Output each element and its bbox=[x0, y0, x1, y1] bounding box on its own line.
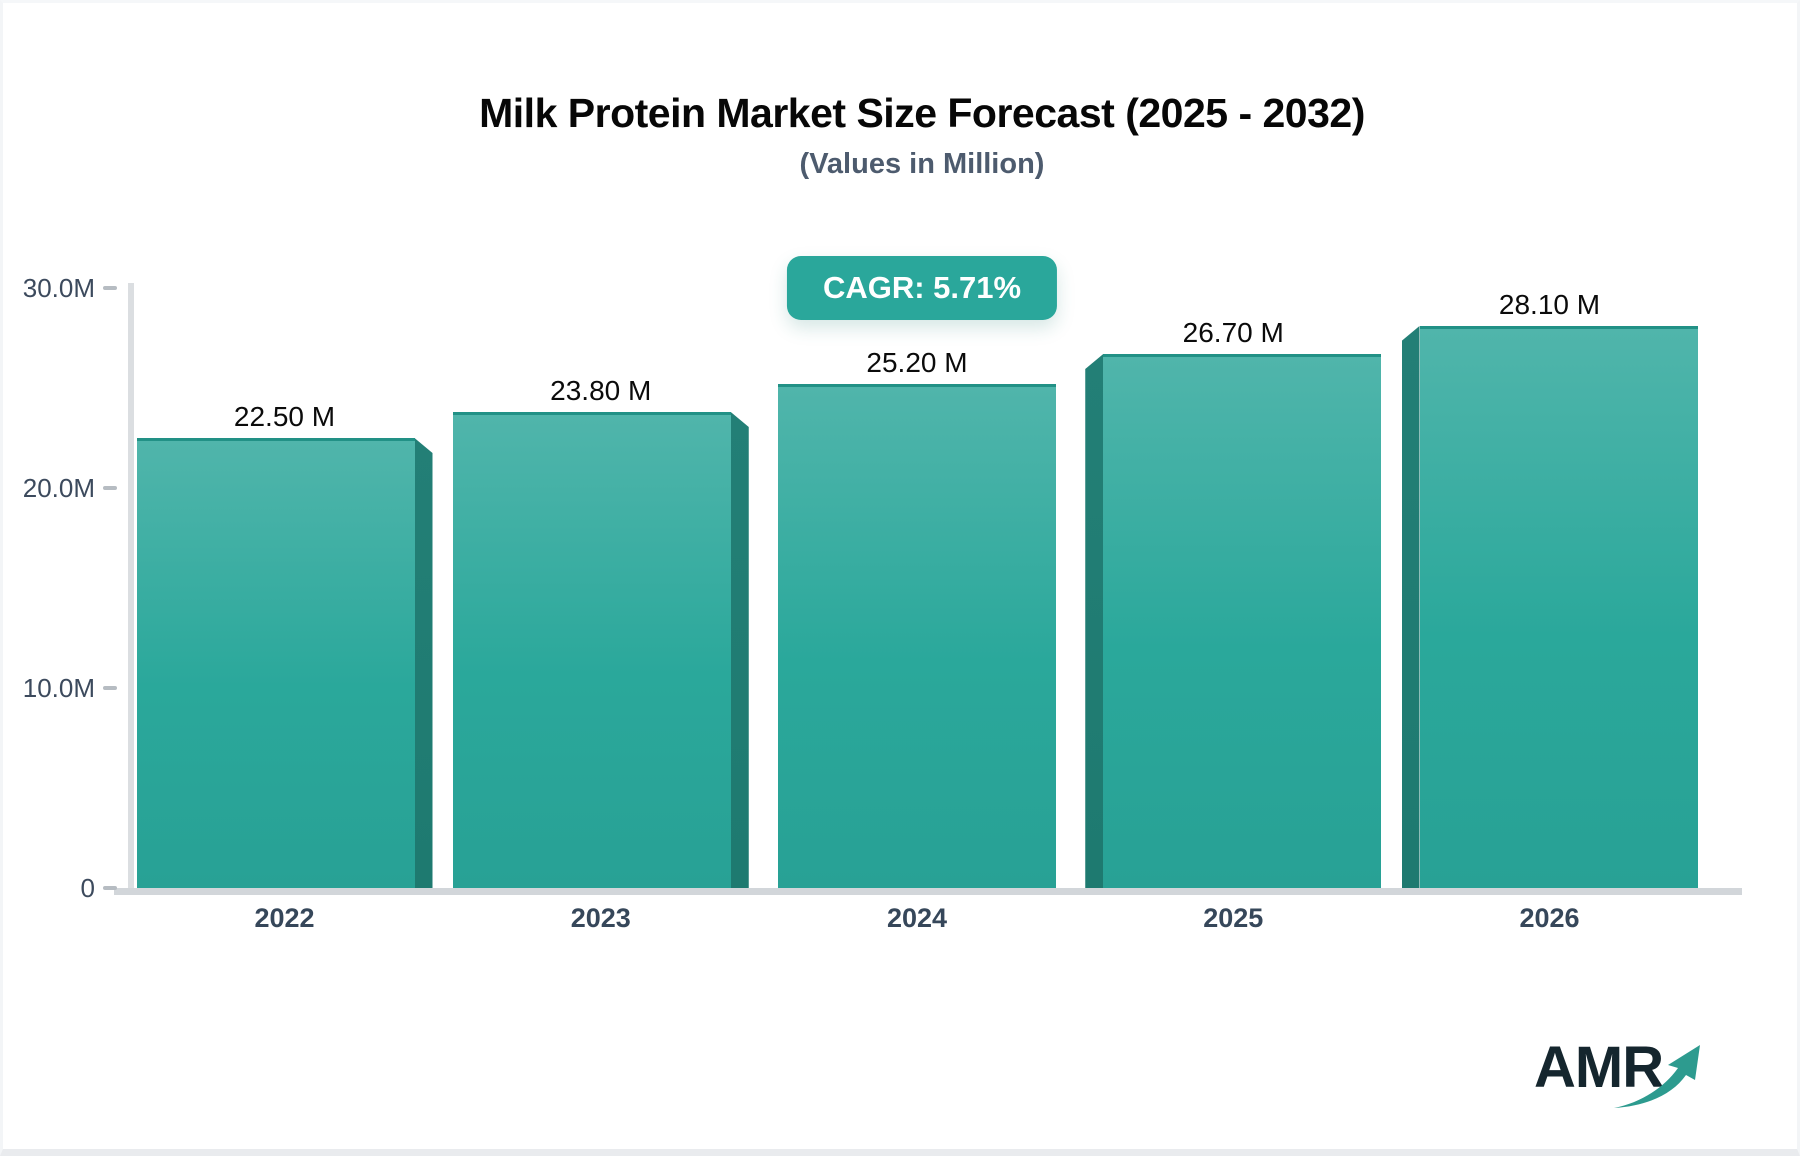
x-tick-label: 2024 bbox=[886, 903, 948, 933]
bar-value-label: 28.10 M bbox=[1498, 289, 1601, 320]
bar-value-label: 23.80 M bbox=[550, 375, 652, 406]
bar-value-label: 25.20 M bbox=[866, 347, 968, 378]
bar bbox=[1419, 326, 1698, 888]
bar bbox=[136, 438, 415, 888]
y-tick-mark bbox=[103, 686, 117, 690]
cagr-badge: CAGR: 5.71% bbox=[786, 256, 1058, 320]
y-axis-line bbox=[128, 283, 134, 888]
bar-side-face bbox=[730, 412, 749, 888]
x-tick-label: 2022 bbox=[254, 903, 315, 933]
bar-value-label: 22.50 M bbox=[233, 401, 336, 432]
bar bbox=[452, 412, 731, 888]
amr-logo-text: AMR bbox=[1534, 1035, 1664, 1100]
bar-side-face bbox=[1401, 326, 1420, 888]
y-tick-label: 30.0M bbox=[22, 273, 95, 303]
growth-arrow-icon bbox=[1614, 1045, 1700, 1108]
amr-logo: AMR bbox=[1528, 1030, 1718, 1110]
y-tick-mark bbox=[103, 486, 117, 490]
x-tick-label: 2025 bbox=[1203, 903, 1264, 933]
x-tick-label: 2026 bbox=[1519, 903, 1580, 933]
y-tick-mark bbox=[103, 886, 117, 890]
y-tick-label: 10.0M bbox=[22, 673, 95, 703]
y-tick-label: 0 bbox=[80, 873, 95, 903]
x-axis-line bbox=[114, 888, 1742, 895]
bar-side-face bbox=[1085, 354, 1104, 888]
bar bbox=[778, 384, 1056, 888]
y-tick-mark bbox=[103, 286, 117, 290]
y-tick-label: 20.0M bbox=[22, 473, 95, 503]
chart-title: Milk Protein Market Size Forecast (2025 … bbox=[479, 90, 1365, 136]
x-tick-label: 2023 bbox=[570, 903, 631, 933]
chart-subtitle: (Values in Million) bbox=[799, 148, 1045, 180]
bar-side-face bbox=[414, 438, 433, 888]
bar-value-label: 26.70 M bbox=[1182, 317, 1284, 348]
bar bbox=[1103, 354, 1382, 888]
